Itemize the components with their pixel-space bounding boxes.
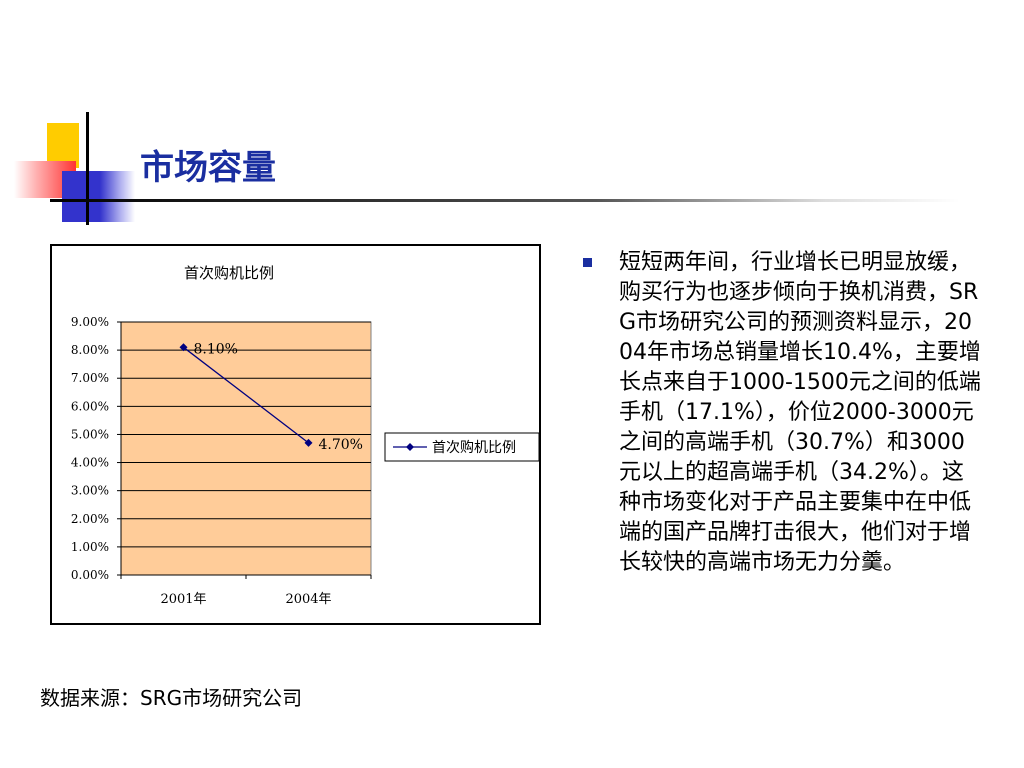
y-tick-label: 6.00% bbox=[71, 399, 109, 413]
legend-marker bbox=[406, 443, 414, 451]
bullet-text: 短短两年间，行业增长已明显放缓，购买行为也逐步倾向于换机消费，SRG市场研究公司… bbox=[619, 250, 981, 575]
legend-label: 首次购机比例 bbox=[432, 440, 516, 456]
title-underline bbox=[50, 199, 960, 202]
data-point-marker bbox=[179, 343, 188, 352]
bullet-square-icon bbox=[583, 258, 592, 267]
series-line bbox=[183, 346, 309, 444]
x-tick-label: 2001年 bbox=[160, 592, 206, 607]
source-note: 数据来源：SRG市场研究公司 bbox=[40, 686, 303, 710]
data-label: 4.70% bbox=[319, 437, 363, 453]
logo-blue-block bbox=[62, 171, 100, 222]
x-tick-label: 2004年 bbox=[285, 592, 331, 607]
slide-title: 市场容量 bbox=[140, 148, 276, 188]
plot-area bbox=[120, 321, 372, 576]
logo-blue-fade-block bbox=[100, 171, 135, 222]
y-tick-label: 8.00% bbox=[71, 343, 109, 357]
data-point-marker bbox=[304, 438, 313, 447]
data-label: 8.10% bbox=[194, 341, 238, 357]
y-tick-label: 5.00% bbox=[71, 427, 109, 441]
chart-frame: 首次购机比例 0.00% 1.00% 2.00% 3.00% 4.00% 5.00% 6.00… bbox=[50, 244, 541, 625]
y-tick-label: 7.00% bbox=[71, 371, 109, 385]
y-tick-label: 0.00% bbox=[71, 568, 109, 582]
line-chart: 首次购机比例 0.00% 1.00% 2.00% 3.00% 4.00% 5.00% 6.00… bbox=[71, 264, 540, 607]
logo-vertical-line bbox=[86, 112, 89, 225]
chart-title: 首次购机比例 bbox=[184, 264, 274, 282]
logo-yellow-block bbox=[47, 123, 79, 168]
y-tick-label: 9.00% bbox=[71, 315, 109, 329]
y-tick-label: 4.00% bbox=[71, 456, 109, 470]
y-tick-label: 2.00% bbox=[71, 512, 109, 526]
y-tick-label: 1.00% bbox=[71, 540, 109, 554]
y-tick-label: 3.00% bbox=[71, 484, 109, 498]
